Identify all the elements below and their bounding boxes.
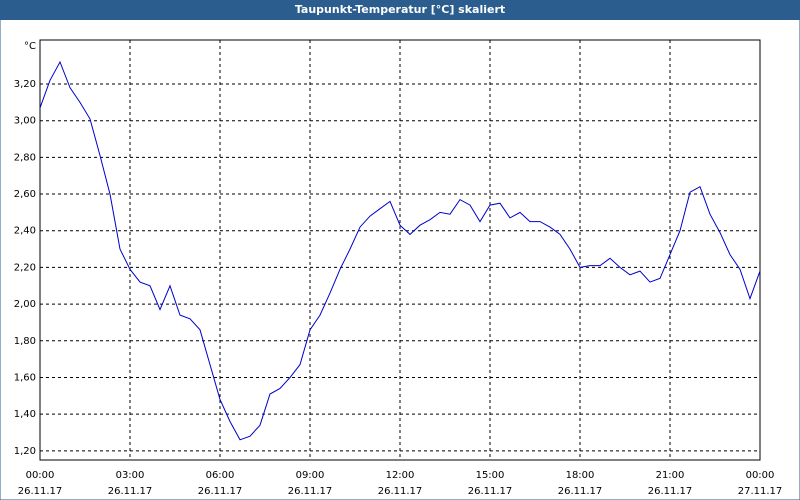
x-tick-label: 27.11.17: [738, 486, 783, 497]
y-tick-label: 2,00: [14, 299, 36, 310]
x-tick-label: 26.11.17: [468, 486, 513, 497]
x-tick-label: 26.11.17: [108, 486, 153, 497]
y-tick-label: 1,40: [14, 409, 36, 420]
x-tick-label: 15:00: [476, 470, 505, 481]
x-tick-label: 03:00: [116, 470, 145, 481]
y-tick-label: 1,80: [14, 336, 36, 347]
x-tick-label: 00:00: [26, 470, 55, 481]
x-tick-label: 18:00: [566, 470, 595, 481]
x-tick-label: 26.11.17: [558, 486, 603, 497]
x-tick-label: 09:00: [296, 470, 325, 481]
x-tick-label: 26.11.17: [288, 486, 333, 497]
x-tick-label: 26.11.17: [378, 486, 423, 497]
x-tick-label: 12:00: [386, 470, 415, 481]
title-bar: [0, 0, 800, 20]
data-line: [39, 60, 761, 441]
y-unit: °C: [24, 41, 36, 52]
x-tick-label: 21:00: [656, 470, 685, 481]
x-tick-label: 26.11.17: [648, 486, 693, 497]
x-tick-label: 06:00: [206, 470, 235, 481]
y-tick-label: 1,20: [14, 446, 36, 457]
y-tick-label: 2,20: [14, 262, 36, 273]
y-tick-label: 2,80: [14, 152, 36, 163]
y-tick-label: 3,00: [14, 116, 36, 127]
x-tick-label: 00:00: [746, 470, 775, 481]
x-tick-label: 26.11.17: [18, 486, 63, 497]
chart-title: Taupunkt-Temperatur [°C] skaliert: [295, 3, 505, 16]
y-tick-label: 2,60: [14, 189, 36, 200]
x-tick-label: 26.11.17: [198, 486, 243, 497]
y-tick-label: 3,20: [14, 79, 36, 90]
y-tick-label: 2,40: [14, 226, 36, 237]
y-tick-label: 1,60: [14, 372, 36, 383]
